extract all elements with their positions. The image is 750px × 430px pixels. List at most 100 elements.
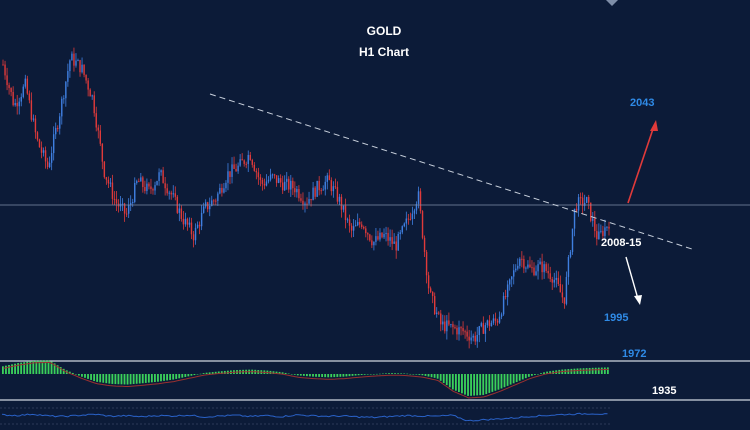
histogram-bar: [479, 374, 482, 396]
candle-body: [10, 87, 12, 92]
histogram-panel: [2, 360, 609, 399]
candle-body: [478, 326, 480, 336]
histogram-bar: [141, 374, 144, 384]
histogram-bar: [126, 374, 129, 385]
candle-body: [551, 279, 553, 283]
corner-marker-icon: [606, 0, 618, 6]
candle-body: [401, 226, 403, 233]
histogram-bar: [2, 366, 4, 374]
candle-body: [170, 192, 172, 195]
candle-body: [369, 234, 371, 241]
histogram-bar: [397, 373, 400, 374]
histogram-bar: [318, 374, 320, 377]
candle-body: [527, 264, 529, 268]
candle-body: [446, 320, 448, 332]
candle-body: [535, 271, 537, 276]
candle-body: [547, 270, 549, 274]
histogram-bar: [369, 374, 372, 375]
histogram-bar: [424, 374, 427, 376]
candle-body: [571, 228, 574, 252]
candle-body: [350, 225, 353, 231]
histogram-bar: [90, 374, 92, 380]
candle-body: [304, 203, 306, 205]
candle-body: [332, 186, 335, 192]
histogram-bar: [327, 374, 330, 378]
candle-body: [340, 196, 343, 210]
histogram-bar: [26, 361, 29, 374]
histogram-bar: [129, 374, 132, 385]
candle-body: [83, 64, 85, 75]
candle-body: [383, 233, 385, 238]
candle-body: [482, 323, 485, 334]
candle-body: [500, 314, 503, 317]
candle-body: [417, 191, 420, 204]
candle-body: [573, 208, 576, 229]
histogram-bar: [534, 374, 536, 375]
candle-body: [356, 221, 359, 226]
histogram-bar: [506, 374, 509, 386]
candle-body: [456, 327, 458, 335]
candle-body: [541, 261, 543, 273]
candle-body: [549, 273, 551, 280]
candle-body: [111, 182, 114, 199]
candle-body: [330, 180, 333, 192]
candle-body: [444, 321, 446, 332]
chart-subtitle: H1 Chart: [359, 45, 409, 59]
candle-body: [490, 322, 493, 327]
candle-body: [20, 96, 22, 102]
candle-body: [431, 291, 434, 297]
histogram-bar: [102, 374, 105, 383]
candle-body: [225, 182, 227, 189]
candle-body: [38, 139, 41, 148]
candle-body: [192, 234, 195, 241]
label-resistance-top: 2043: [630, 97, 654, 109]
histogram-bar: [172, 374, 175, 380]
candle-body: [598, 231, 600, 240]
candle-body: [217, 193, 219, 201]
histogram-bar: [163, 374, 165, 381]
candle-body: [379, 232, 381, 240]
candle-body: [393, 241, 395, 244]
candle-body: [320, 190, 322, 192]
histogram-bar: [47, 360, 50, 374]
candle-body: [395, 241, 397, 251]
histogram-bar: [309, 374, 311, 377]
candle-body: [531, 267, 533, 269]
histogram-bar: [35, 360, 38, 374]
candle-body: [188, 222, 191, 225]
candle-body: [42, 150, 45, 153]
histogram-bar: [166, 374, 168, 381]
histogram-bar: [418, 374, 421, 375]
candle-body: [190, 222, 193, 235]
candle-body: [557, 277, 560, 284]
candle-body: [529, 264, 531, 268]
candle-body: [194, 227, 197, 241]
candle-body: [494, 318, 497, 321]
candle-body: [132, 202, 134, 204]
histogram-bar: [293, 374, 296, 375]
candle-body: [36, 132, 39, 140]
histogram-bar: [482, 374, 485, 395]
candles: [2, 47, 610, 349]
candle-body: [358, 221, 361, 225]
candle-body: [67, 71, 69, 82]
histogram-bar: [458, 374, 460, 393]
candle-body: [438, 312, 440, 314]
candle-body: [235, 168, 237, 172]
candle-body: [510, 276, 513, 280]
descending-trendline: [209, 93, 696, 251]
candle-body: [348, 219, 351, 226]
candle-body: [436, 312, 438, 315]
candle-body: [200, 212, 203, 227]
histogram-bar: [62, 368, 65, 374]
candle-body: [594, 218, 596, 232]
candle-body: [105, 177, 108, 180]
candle-body: [48, 162, 51, 168]
histogram-bar: [190, 374, 193, 376]
histogram-bar: [120, 374, 123, 385]
candle-body: [575, 208, 578, 211]
candle-body: [488, 320, 491, 327]
histogram-bar: [275, 371, 278, 374]
histogram-bar: [451, 374, 454, 390]
candle-body: [559, 283, 562, 293]
